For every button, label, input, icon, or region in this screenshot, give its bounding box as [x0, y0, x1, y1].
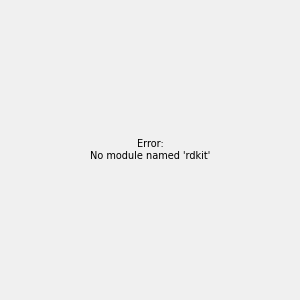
Text: Error:
No module named 'rdkit': Error: No module named 'rdkit'	[90, 139, 210, 161]
